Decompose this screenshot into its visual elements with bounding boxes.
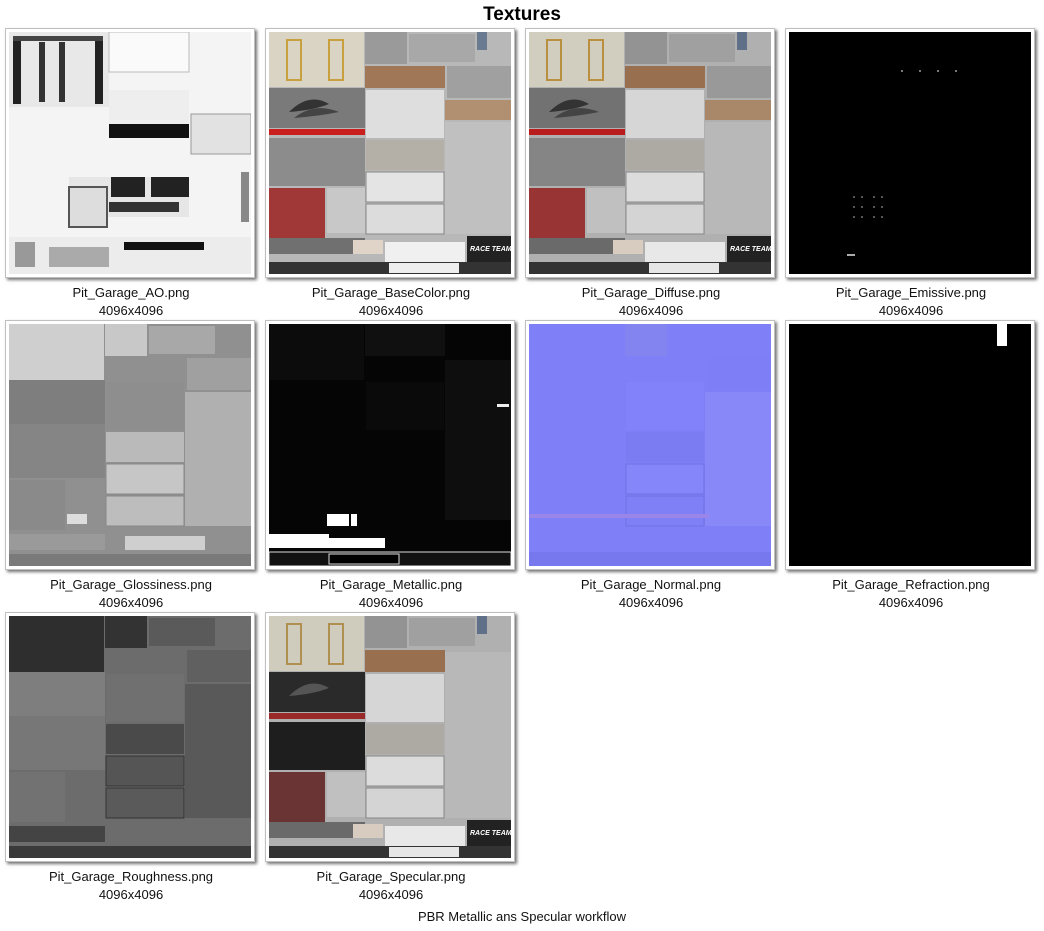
texture-dimensions: 4096x4096 xyxy=(98,303,164,318)
specular-map-image[interactable]: RACE TEAM xyxy=(269,616,511,858)
texture-filename: Pit_Garage_Emissive.png xyxy=(835,285,987,300)
diffuse-map-image[interactable]: RACE TEAM xyxy=(529,32,771,274)
refraction-map-image[interactable] xyxy=(789,324,1031,566)
texture-filename: Pit_Garage_Normal.png xyxy=(580,577,722,592)
texture-dimensions: 4096x4096 xyxy=(618,303,684,318)
texture-dimensions: 4096x4096 xyxy=(358,303,424,318)
texture-dimensions: 4096x4096 xyxy=(98,595,164,610)
thumbnail-frame[interactable] xyxy=(265,320,515,570)
texture-filename: Pit_Garage_Metallic.png xyxy=(319,577,463,592)
texture-dimensions: 4096x4096 xyxy=(878,303,944,318)
texture-filename: Pit_Garage_Refraction.png xyxy=(832,577,990,592)
roughness-map-image[interactable] xyxy=(9,616,251,858)
emissive-map-image[interactable] xyxy=(789,32,1031,274)
thumbnail-frame[interactable]: RACE TEAM xyxy=(525,28,775,278)
thumbnail-frame[interactable]: RACE TEAM xyxy=(265,28,515,278)
thumbnail-frame[interactable] xyxy=(5,612,255,862)
texture-dimensions: 4096x4096 xyxy=(358,887,424,902)
svg-text:RACE TEAM: RACE TEAM xyxy=(470,830,511,837)
thumbnail-frame[interactable] xyxy=(785,28,1035,278)
texture-filename: Pit_Garage_Specular.png xyxy=(316,869,466,884)
gallery-title: Textures xyxy=(483,4,561,25)
texture-dimensions: 4096x4096 xyxy=(358,595,424,610)
basecolor-map-image[interactable]: RACE TEAM xyxy=(269,32,511,274)
thumbnail-frame[interactable] xyxy=(5,320,255,570)
texture-filename: Pit_Garage_BaseColor.png xyxy=(311,285,471,300)
glossiness-map-image[interactable] xyxy=(9,324,251,566)
metallic-map-image[interactable] xyxy=(269,324,511,566)
ao-map-image[interactable] xyxy=(9,32,251,274)
texture-filename: Pit_Garage_Roughness.png xyxy=(48,869,214,884)
svg-text:RACE TEAM: RACE TEAM xyxy=(470,246,511,253)
gallery-caption: PBR Metallic ans Specular workflow xyxy=(417,909,627,924)
thumbnail-frame[interactable] xyxy=(525,320,775,570)
texture-dimensions: 4096x4096 xyxy=(878,595,944,610)
texture-filename: Pit_Garage_Diffuse.png xyxy=(581,285,721,300)
normal-map-image[interactable] xyxy=(529,324,771,566)
texture-dimensions: 4096x4096 xyxy=(98,887,164,902)
thumbnail-frame[interactable] xyxy=(5,28,255,278)
texture-dimensions: 4096x4096 xyxy=(618,595,684,610)
thumbnail-frame[interactable]: RACE TEAM xyxy=(265,612,515,862)
thumbnail-frame[interactable] xyxy=(785,320,1035,570)
texture-filename: Pit_Garage_Glossiness.png xyxy=(50,577,212,592)
texture-filename: Pit_Garage_AO.png xyxy=(72,285,190,300)
svg-text:RACE TEAM: RACE TEAM xyxy=(730,246,771,253)
